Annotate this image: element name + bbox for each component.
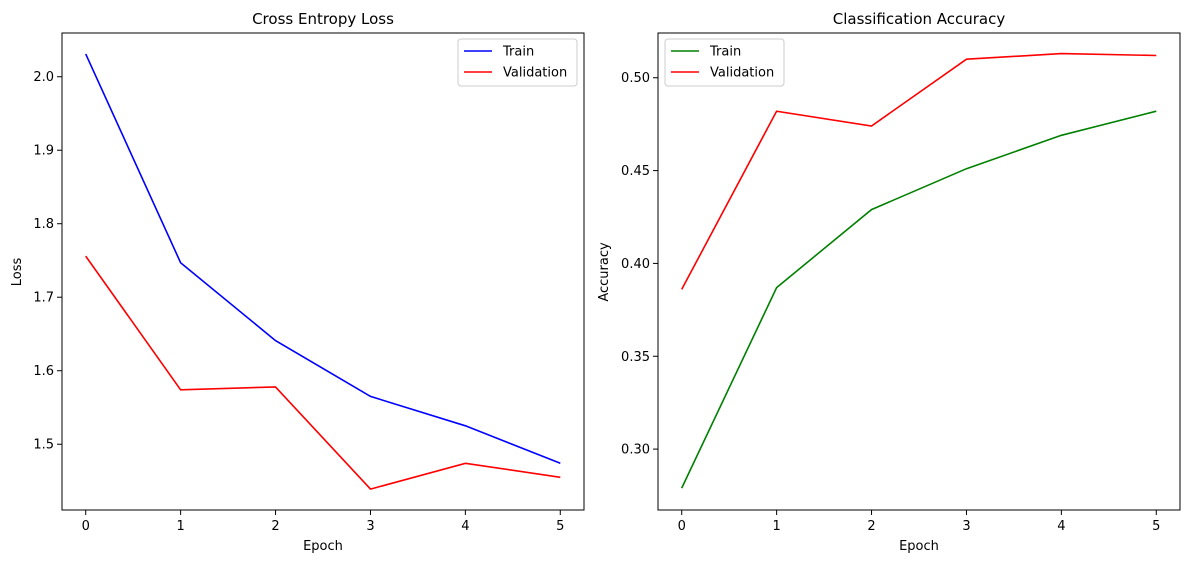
accuracy-series <box>680 52 1157 489</box>
loss-x-tick-label: 1 <box>176 519 184 534</box>
loss-chart-title: Cross Entropy Loss <box>252 10 394 28</box>
accuracy-y-tick-label: 0.30 <box>621 443 650 458</box>
loss-x-tick-label: 2 <box>271 519 279 534</box>
loss-y-tick-label: 1.8 <box>33 217 54 232</box>
loss-legend-label: Validation <box>503 66 567 81</box>
accuracy-x-tick-label: 4 <box>1057 519 1065 534</box>
accuracy-y-axis-label: Accuracy <box>597 242 612 302</box>
accuracy-ticks: 0 1 2 3 4 5 0.30 0.35 0.40 0.45 0.50 <box>621 71 1160 534</box>
accuracy-x-tick-label: 0 <box>678 519 686 534</box>
accuracy-series-validation-line <box>680 52 1157 290</box>
loss-series <box>84 53 561 490</box>
loss-x-tick-label: 5 <box>556 519 564 534</box>
loss-x-tick-label: 0 <box>82 519 90 534</box>
accuracy-legend: Train Validation <box>664 38 785 87</box>
accuracy-x-tick-label: 2 <box>867 519 875 534</box>
loss-y-tick-label: 1.7 <box>33 291 54 306</box>
loss-chart: Cross Entropy Loss Epoch Loss 0 1 2 3 4 5 1.5 1… <box>10 10 585 554</box>
accuracy-series-train-line <box>680 110 1157 489</box>
loss-y-tick-label: 1.9 <box>33 144 54 159</box>
loss-y-axis-label: Loss <box>10 258 25 287</box>
accuracy-chart: Classification Accuracy Epoch Accuracy 0… <box>597 10 1181 554</box>
loss-legend-label: Train <box>502 45 534 60</box>
loss-x-tick-label: 4 <box>461 519 469 534</box>
accuracy-y-tick-label: 0.50 <box>621 71 650 86</box>
loss-y-tick-label: 1.5 <box>33 438 54 453</box>
loss-series-validation-line <box>85 255 561 490</box>
loss-plot-frame <box>61 32 585 511</box>
loss-ticks: 0 1 2 3 4 5 1.5 1.6 1.7 1.8 1.9 2.0 <box>33 70 564 534</box>
loss-y-tick-label: 2.0 <box>33 70 54 85</box>
accuracy-x-tick-label: 3 <box>962 519 970 534</box>
loss-legend: Train Validation <box>457 38 578 87</box>
loss-y-tick-label: 1.6 <box>33 364 54 379</box>
accuracy-x-tick-label: 1 <box>772 519 780 534</box>
accuracy-x-axis-label: Epoch <box>899 539 939 554</box>
loss-x-axis-label: Epoch <box>303 539 343 554</box>
accuracy-y-tick-label: 0.35 <box>621 350 650 365</box>
accuracy-y-tick-label: 0.45 <box>621 164 650 179</box>
accuracy-legend-label: Train <box>709 45 741 60</box>
accuracy-y-tick-label: 0.40 <box>621 257 650 272</box>
accuracy-chart-title: Classification Accuracy <box>833 10 1006 28</box>
accuracy-plot-frame <box>657 32 1181 511</box>
loss-series-train-line <box>84 53 561 465</box>
accuracy-legend-label: Validation <box>710 66 774 81</box>
loss-x-tick-label: 3 <box>366 519 374 534</box>
accuracy-x-tick-label: 5 <box>1152 519 1160 534</box>
